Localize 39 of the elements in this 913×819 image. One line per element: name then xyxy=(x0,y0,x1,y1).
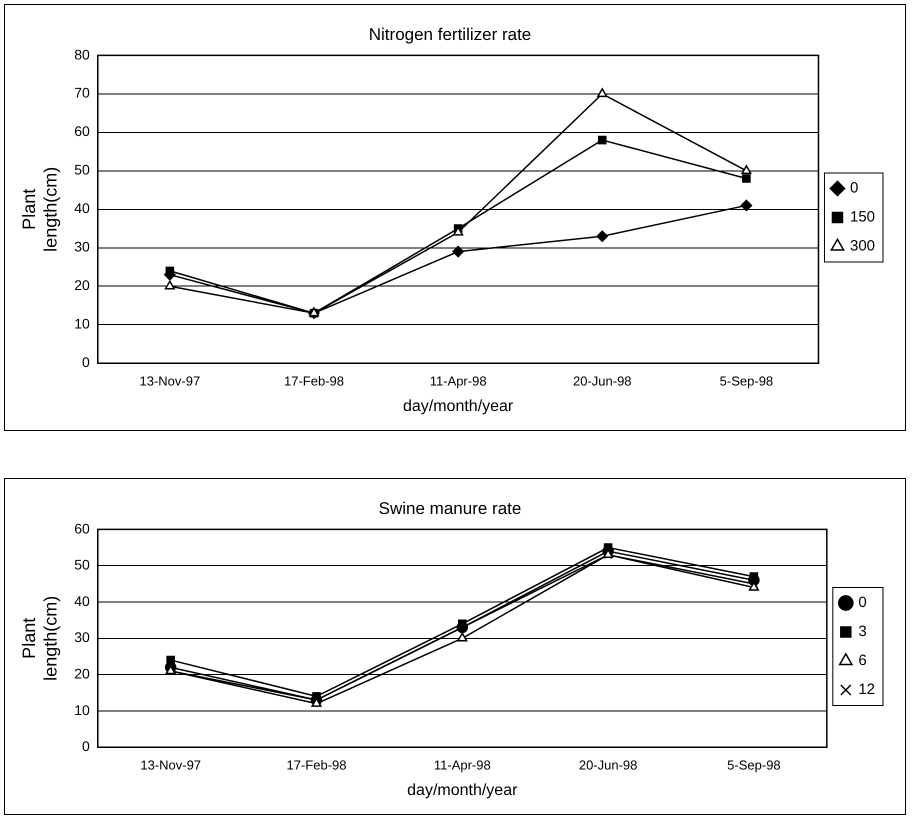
chart-title: Nitrogen fertilizer rate xyxy=(368,24,532,44)
x-axis-title: day/month/year xyxy=(407,782,518,799)
x-tick-label: 13-Nov-97 xyxy=(140,758,202,773)
y-tick-label: 20 xyxy=(74,665,90,682)
y-axis-title: Plant length(cm) xyxy=(18,596,60,681)
legend-label: 6 xyxy=(858,652,867,670)
legend-label: 150 xyxy=(850,208,876,226)
x-tick-label: 11-Apr-98 xyxy=(430,374,487,389)
x-axis-title: day/month/year xyxy=(402,398,514,415)
x-tick-label: 5-Sep-98 xyxy=(720,374,774,389)
x-tick-label: 20-Jun-98 xyxy=(578,758,638,773)
chart-title: Swine manure rate xyxy=(378,498,522,518)
y-tick-label: 30 xyxy=(74,238,90,255)
x-tick-label: 11-Apr-98 xyxy=(434,758,491,773)
x-tick-label: 17-Feb-98 xyxy=(286,758,346,773)
legend-label: 0 xyxy=(850,180,858,197)
x-tick-label: 17-Feb-98 xyxy=(284,374,344,389)
legend-label: 12 xyxy=(858,681,876,698)
y-tick-label: 40 xyxy=(74,200,90,216)
y-tick-label: 80 xyxy=(74,46,90,62)
x-tick-label: 20-Jun-98 xyxy=(572,374,632,389)
y-tick-label: 50 xyxy=(74,162,90,178)
x-tick-label: 13-Nov-97 xyxy=(139,374,200,389)
x-tick-label: 5-Sep-98 xyxy=(727,758,781,773)
y-tick-label: 20 xyxy=(74,277,90,294)
legend-label: 0 xyxy=(858,594,867,612)
y-tick-label: 0 xyxy=(82,354,90,370)
y-tick-label: 0 xyxy=(82,738,90,754)
y-tick-label: 50 xyxy=(74,556,90,573)
y-tick-label: 40 xyxy=(74,592,90,609)
y-tick-label: 60 xyxy=(74,123,90,140)
legend-label: 3 xyxy=(858,623,867,640)
y-tick-label: 60 xyxy=(74,520,90,536)
y-tick-label: 10 xyxy=(74,316,90,332)
y-axis-title: Plant length(cm) xyxy=(18,166,60,252)
y-tick-label: 70 xyxy=(74,84,90,101)
legend-label: 300 xyxy=(850,238,876,255)
y-tick-label: 30 xyxy=(74,629,90,646)
y-tick-label: 10 xyxy=(74,702,90,718)
